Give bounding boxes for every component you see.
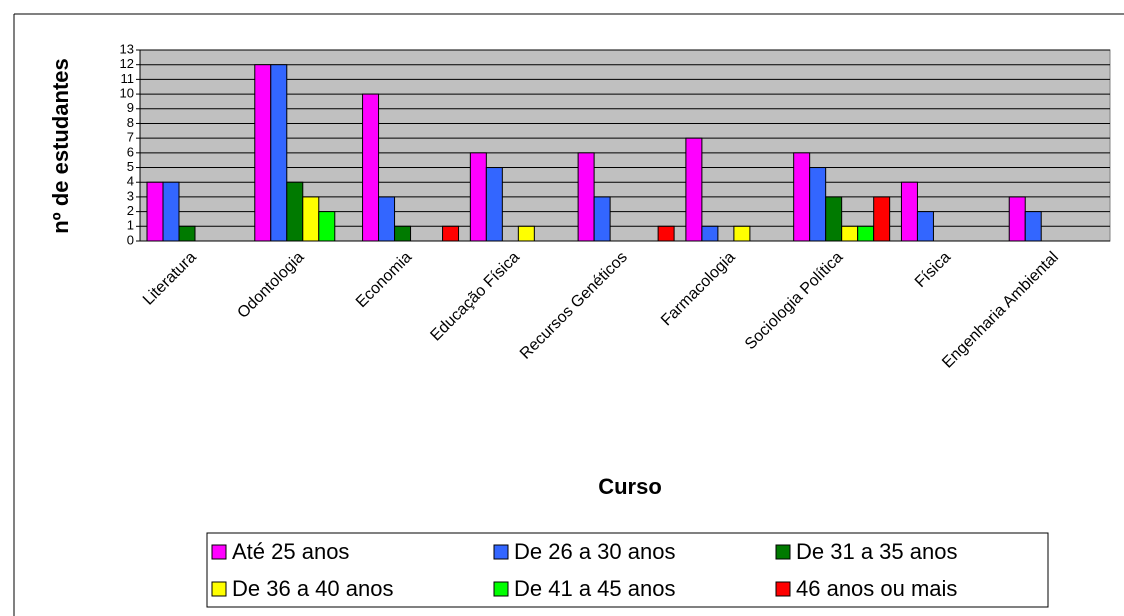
- bar: [657, 225, 675, 242]
- y-tick-label: 13: [120, 41, 134, 56]
- legend-label: Até 25 anos: [232, 539, 349, 564]
- bar: [873, 196, 891, 242]
- bar: [302, 196, 320, 242]
- legend-label: De 41 a 45 anos: [514, 576, 675, 601]
- x-tick-label: Recursos Genéticos: [517, 249, 631, 363]
- y-tick-label: 8: [127, 115, 134, 130]
- bar: [146, 181, 164, 242]
- x-tick-label: Física: [912, 249, 954, 291]
- x-tick-label: Engenharia Ambiental: [939, 249, 1062, 372]
- bar: [900, 181, 918, 242]
- y-tick-label: 4: [127, 174, 134, 189]
- legend-label: De 31 a 35 anos: [796, 539, 957, 564]
- x-axis-label: Curso: [598, 474, 662, 499]
- bar: [809, 167, 827, 242]
- bar: [916, 211, 934, 242]
- y-tick-label: 3: [127, 188, 134, 203]
- bar: [394, 225, 412, 242]
- bar: [318, 211, 336, 242]
- bar: [593, 196, 611, 242]
- y-tick-label: 9: [127, 100, 134, 115]
- bar: [857, 225, 875, 242]
- bar: [362, 93, 380, 242]
- y-tick-label: 11: [121, 71, 135, 86]
- bar: [485, 167, 503, 242]
- x-tick-label: Odontologia: [234, 249, 307, 322]
- legend-label: De 36 a 40 anos: [232, 576, 393, 601]
- bar: [286, 181, 304, 242]
- bar: [1008, 196, 1026, 242]
- legend-swatch: [211, 544, 227, 560]
- bar: [254, 64, 272, 242]
- x-tick-label: Literatura: [140, 249, 200, 309]
- legend-swatch: [775, 581, 791, 597]
- bar: [841, 225, 859, 242]
- bar: [469, 152, 487, 242]
- x-tick-label: Economia: [353, 249, 415, 311]
- y-tick-label: 2: [127, 203, 134, 218]
- bar: [442, 225, 460, 242]
- x-tick-label: Educação Física: [427, 249, 523, 345]
- bar: [162, 181, 180, 242]
- bar: [685, 137, 703, 242]
- y-tick-label: 5: [127, 159, 134, 174]
- bar: [178, 225, 196, 242]
- y-tick-label: 1: [127, 218, 134, 233]
- bar: [378, 196, 396, 242]
- bar: [733, 225, 751, 242]
- bar: [793, 152, 811, 242]
- legend-box: [206, 532, 1049, 608]
- y-tick-label: 7: [127, 130, 134, 145]
- bar: [825, 196, 843, 242]
- bar: [701, 225, 719, 242]
- y-tick-label: 10: [120, 86, 134, 101]
- legend-swatch: [493, 581, 509, 597]
- legend-label: De 26 a 30 anos: [514, 539, 675, 564]
- x-tick-label: Sociologia Política: [742, 249, 847, 354]
- legend-label: 46 anos ou mais: [796, 576, 957, 601]
- y-tick-label: 0: [127, 232, 134, 247]
- bar: [517, 225, 535, 242]
- y-tick-label: 6: [127, 144, 134, 159]
- bar: [270, 64, 288, 242]
- y-axis-label: nº de estudantes: [48, 58, 73, 234]
- y-tick-label: 12: [120, 56, 134, 71]
- x-tick-label: Farmacologia: [658, 249, 739, 330]
- bar: [1024, 211, 1042, 242]
- bar: [577, 152, 595, 242]
- legend-swatch: [493, 544, 509, 560]
- legend-swatch: [775, 544, 791, 560]
- legend-swatch: [211, 581, 227, 597]
